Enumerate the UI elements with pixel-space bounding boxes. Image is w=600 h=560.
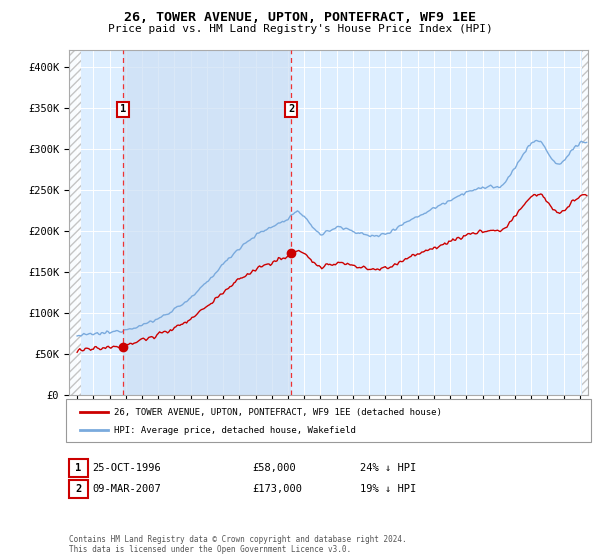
Text: Price paid vs. HM Land Registry's House Price Index (HPI): Price paid vs. HM Land Registry's House … <box>107 24 493 34</box>
Text: £58,000: £58,000 <box>252 463 296 473</box>
Text: 26, TOWER AVENUE, UPTON, PONTEFRACT, WF9 1EE (detached house): 26, TOWER AVENUE, UPTON, PONTEFRACT, WF9… <box>114 408 442 417</box>
Bar <box>581 50 588 395</box>
Text: 19% ↓ HPI: 19% ↓ HPI <box>360 484 416 494</box>
Text: 1: 1 <box>120 105 126 114</box>
Text: £173,000: £173,000 <box>252 484 302 494</box>
Text: 09-MAR-2007: 09-MAR-2007 <box>92 484 161 494</box>
Text: 1: 1 <box>76 463 82 473</box>
Text: 2: 2 <box>288 105 294 114</box>
Text: Contains HM Land Registry data © Crown copyright and database right 2024.
This d: Contains HM Land Registry data © Crown c… <box>69 535 407 554</box>
Text: 25-OCT-1996: 25-OCT-1996 <box>92 463 161 473</box>
Text: HPI: Average price, detached house, Wakefield: HPI: Average price, detached house, Wake… <box>114 426 356 435</box>
Bar <box>123 50 291 395</box>
Text: 24% ↓ HPI: 24% ↓ HPI <box>360 463 416 473</box>
Text: 2: 2 <box>76 484 82 494</box>
Text: 26, TOWER AVENUE, UPTON, PONTEFRACT, WF9 1EE: 26, TOWER AVENUE, UPTON, PONTEFRACT, WF9… <box>124 11 476 24</box>
Bar <box>69 50 81 395</box>
